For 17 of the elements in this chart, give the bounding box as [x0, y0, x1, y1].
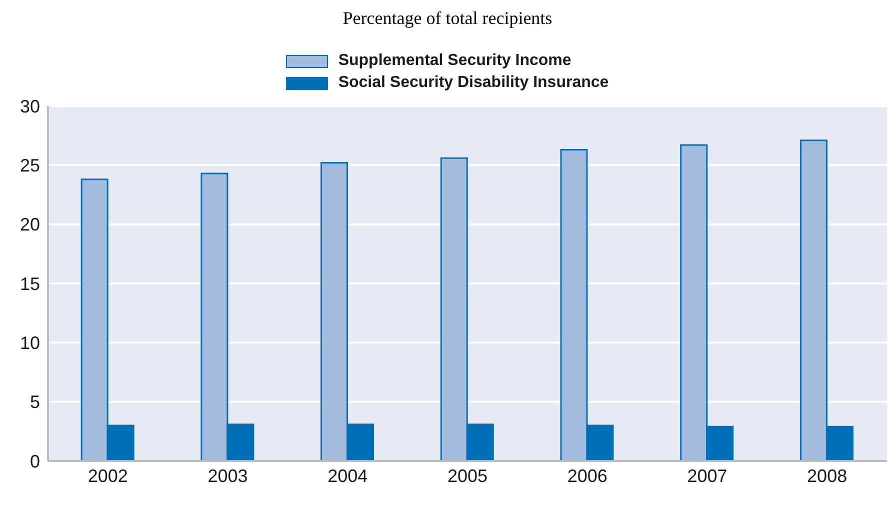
x-tick-label: 2005: [447, 466, 488, 486]
y-tick-label: 15: [20, 274, 40, 294]
y-tick-label: 0: [30, 451, 40, 472]
y-tick-label: 20: [20, 214, 40, 235]
legend-label: Social Security Disability Insurance: [337, 73, 609, 93]
y-tick-label: 10: [20, 333, 40, 354]
y-tick-label: 30: [20, 96, 40, 116]
x-tick-label: 2006: [567, 466, 608, 486]
x-tick-label: 2002: [88, 466, 128, 486]
y-tick-label: 25: [20, 156, 40, 176]
x-tick-label: 2007: [687, 466, 728, 486]
x-tick-label: 2003: [208, 466, 248, 486]
x-tick-label: 2004: [328, 466, 368, 486]
y-tick-label: 5: [30, 392, 40, 412]
x-tick-label: 2008: [807, 466, 848, 486]
legend-label: Supplemental Security Income: [337, 51, 572, 71]
chart-title: Percentage of total recipients: [342, 8, 554, 30]
